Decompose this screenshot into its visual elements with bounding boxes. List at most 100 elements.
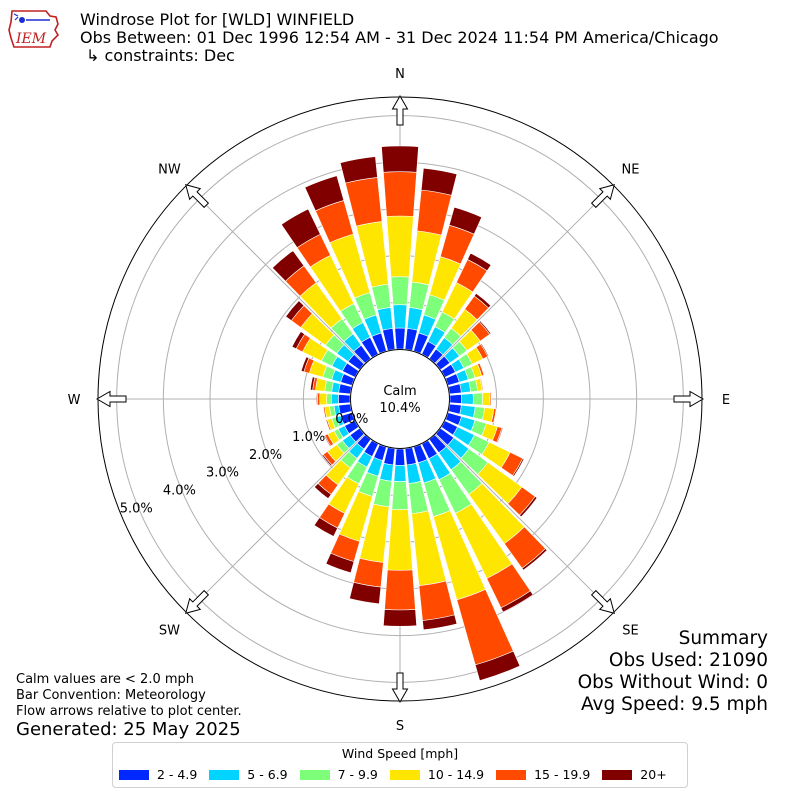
legend-item: 10 - 14.9 — [389, 767, 485, 782]
wind-bar-segment — [384, 569, 416, 611]
wind-bar-segment — [496, 427, 504, 444]
wind-bar-segment — [393, 464, 407, 482]
legend-item: 5 - 6.9 — [209, 767, 288, 782]
wind-bar-segment — [479, 362, 485, 376]
wind-bar-segment — [271, 250, 305, 282]
legend-label: 20+ — [640, 767, 667, 782]
calm-label: Calm — [383, 384, 416, 399]
compass-label-w: W — [68, 393, 81, 408]
wind-bar-segment — [448, 403, 462, 415]
flow-note: Flow arrows relative to plot center. — [16, 704, 242, 719]
chart-title: Windrose Plot for [WLD] WINFIELD — [80, 10, 355, 29]
wind-bar-segment — [386, 215, 414, 278]
legend-label: 7 - 9.9 — [337, 767, 378, 782]
wind-bar-segment — [338, 383, 352, 395]
flow-arrow-icon — [590, 589, 615, 614]
wind-bar-segment — [383, 171, 417, 217]
wind-bar-segment — [322, 406, 326, 419]
compass-label-nw: NW — [158, 162, 181, 177]
wind-bar-segment — [420, 167, 458, 196]
wind-bar-segment — [309, 376, 316, 391]
legend-label: 10 - 14.9 — [427, 767, 485, 782]
wind-bar-segment — [383, 609, 417, 627]
wind-bar-segment — [285, 300, 305, 322]
svg-text:IEM: IEM — [15, 31, 47, 47]
wind-bar-segment — [394, 327, 406, 350]
constraints-line: ↳ constraints: Dec — [86, 46, 235, 65]
compass-label-s: S — [396, 719, 404, 734]
radial-tick-label: 3.0% — [206, 466, 239, 481]
legend-label: 15 - 19.9 — [534, 767, 591, 782]
wind-bar-segment — [418, 580, 455, 621]
wind-bar-segment — [280, 208, 321, 249]
wind-bar-segment — [461, 393, 474, 405]
flow-arrow-icon — [185, 184, 210, 209]
wind-bar-segment — [387, 509, 413, 571]
chart-subtitle: Obs Between: 01 Dec 1996 12:54 AM - 31 D… — [80, 28, 719, 47]
wind-bar-segment — [416, 189, 452, 236]
compass-label-se: SE — [622, 624, 638, 639]
flow-arrow-icon — [673, 390, 705, 408]
wind-bar-segment — [467, 252, 492, 272]
wind-bar-segment — [448, 383, 462, 395]
wind-bar-segment — [490, 391, 492, 407]
iem-logo: IEM — [8, 10, 60, 48]
calm-note: Calm values are < 2.0 mph — [16, 672, 195, 687]
legend-item: 15 - 19.9 — [496, 767, 590, 782]
radial-tick-label: 2.0% — [249, 448, 282, 463]
wind-bar-segment — [480, 378, 484, 391]
wind-bar-segment — [459, 404, 476, 418]
wind-bar-segment — [406, 462, 422, 484]
wind-bar-segment — [449, 394, 462, 404]
summary-obs-used: Obs Used: 21090 — [608, 650, 768, 671]
legend-swatch — [389, 769, 420, 780]
wind-bar-segment — [319, 392, 328, 406]
flow-arrow-icon — [185, 589, 210, 614]
wind-bar-segment — [291, 331, 306, 350]
wind-bar-segment — [394, 448, 406, 466]
legend-item: 7 - 9.9 — [299, 767, 378, 782]
wind-bar-segment — [339, 156, 378, 184]
wind-bar-segment — [390, 276, 410, 306]
calm-value: 10.4% — [379, 401, 420, 416]
flow-arrow-icon — [590, 184, 615, 209]
wind-bar-segment — [381, 145, 419, 173]
bar-convention-note: Bar Convention: Meteorology — [16, 688, 206, 703]
flow-arrow-icon — [391, 94, 409, 126]
wind-bar-segment — [480, 343, 490, 357]
summary-obs-without-wind: Obs Without Wind: 0 — [577, 672, 768, 693]
wind-bar-segment — [379, 462, 394, 482]
wind-bar-segment — [482, 392, 490, 406]
compass-label-e: E — [722, 393, 730, 408]
legend-swatch — [496, 769, 527, 780]
wind-bar-segment — [338, 394, 351, 404]
wind-bar-segment — [493, 408, 497, 424]
grid-spoke — [435, 185, 614, 364]
legend-item: 20+ — [602, 767, 667, 782]
wind-bar-segment — [326, 393, 332, 405]
summary-heading: Summary — [678, 628, 768, 649]
grid-spoke — [435, 434, 614, 613]
legend-label: 2 - 4.9 — [157, 767, 198, 782]
wind-bar-segment — [321, 454, 333, 467]
wind-bar-segment — [521, 548, 548, 571]
wind-bar-segment — [316, 392, 318, 406]
wind-bar-segment — [478, 320, 492, 335]
wind-bar-segment — [392, 304, 408, 329]
wind-bar-segment — [512, 457, 525, 477]
wind-bar-segment — [323, 434, 332, 447]
radial-tick-label: 5.0% — [120, 501, 153, 516]
legend-swatch — [602, 769, 633, 780]
wind-bar-segment — [391, 481, 409, 510]
wind-bar-segment — [448, 206, 483, 235]
grid-spoke — [186, 434, 365, 613]
wind-bar-segment — [300, 356, 310, 373]
summary-avg-speed: Avg Speed: 9.5 mph — [580, 694, 768, 715]
wind-bar-segment — [473, 292, 492, 309]
wind-bar-segment — [500, 590, 534, 613]
legend-swatch — [209, 769, 240, 780]
wind-bar-segment — [474, 650, 521, 681]
legend-title: Wind Speed [mph] — [341, 746, 459, 761]
compass-label-n: N — [395, 67, 405, 82]
